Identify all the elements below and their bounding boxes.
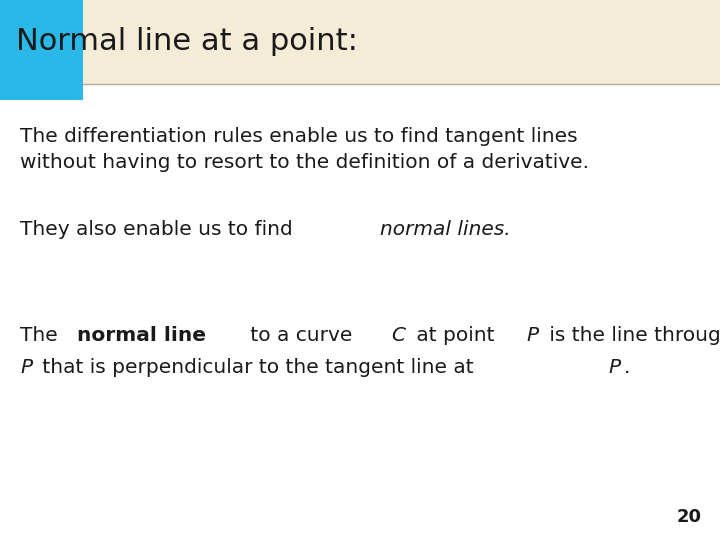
Text: P: P	[20, 357, 32, 376]
Text: P: P	[608, 357, 621, 376]
Text: normal lines.: normal lines.	[380, 220, 511, 239]
Text: that is perpendicular to the tangent line at: that is perpendicular to the tangent lin…	[36, 357, 480, 376]
Text: P: P	[527, 326, 539, 345]
Text: The: The	[20, 326, 64, 345]
Text: normal line: normal line	[77, 326, 206, 345]
Text: Normal line at a point:: Normal line at a point:	[16, 28, 358, 56]
Text: They also enable us to find: They also enable us to find	[20, 220, 300, 239]
Text: at point: at point	[410, 326, 500, 345]
Text: 20: 20	[677, 509, 702, 526]
Text: C: C	[392, 326, 405, 345]
Text: is the line through: is the line through	[543, 326, 720, 345]
Bar	[0, 0, 720, 84]
Bar	[0, 0, 83, 100]
Text: to a curve: to a curve	[243, 326, 359, 345]
Text: .: .	[624, 357, 631, 376]
Text: The differentiation rules enable us to find tangent lines
without having to reso: The differentiation rules enable us to f…	[20, 127, 589, 172]
